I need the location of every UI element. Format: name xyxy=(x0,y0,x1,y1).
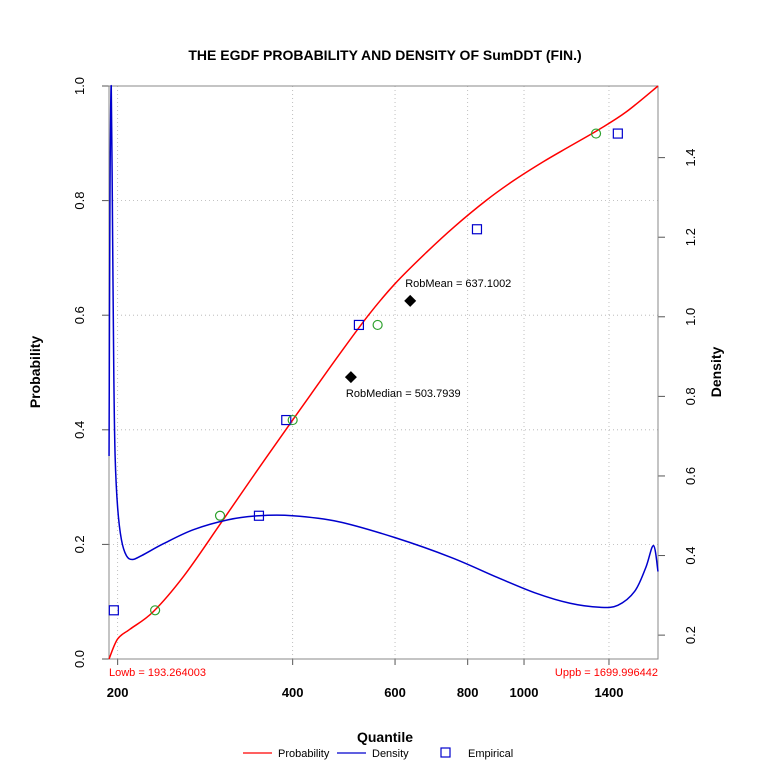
empirical-point xyxy=(108,605,119,616)
x-tick-label-200: 200 xyxy=(107,685,129,700)
fitted-point xyxy=(590,128,602,139)
y2-tick-label-2: 0.6 xyxy=(683,467,698,485)
robmedian-point xyxy=(344,371,357,384)
legend-probability-label: Probability xyxy=(278,748,330,760)
robmean-point xyxy=(404,294,417,307)
empirical-point xyxy=(353,319,365,331)
lower-bound-label: Lowb = 193.264003 xyxy=(109,667,206,679)
x-tick-label-600: 600 xyxy=(384,685,406,700)
fitted-point xyxy=(150,605,161,616)
robmean-label: RobMean = 637.1002 xyxy=(405,278,511,290)
empirical-point xyxy=(612,128,623,139)
y-axis-label: Probability xyxy=(27,336,43,409)
legend: Probability Density Empirical xyxy=(243,747,513,760)
empirical-point xyxy=(253,510,265,521)
y2-tick-label-0: 0.2 xyxy=(683,626,698,644)
robmedian-label: RobMedian = 503.7939 xyxy=(346,388,461,400)
y-tick-label-4: 0.8 xyxy=(72,192,87,210)
x-tick-label-400: 400 xyxy=(282,685,304,700)
series-density-line xyxy=(108,85,659,609)
y2-tick-label-4: 1.0 xyxy=(683,308,698,326)
legend-empirical-swatch xyxy=(440,747,451,758)
x-tick-label-1000: 1000 xyxy=(510,685,539,700)
y-axis-right: 0.2 0.4 0.6 0.8 1.0 1.2 1.4 xyxy=(658,149,698,644)
legend-empirical-label: Empirical xyxy=(468,748,513,760)
upper-bound-label: Uppb = 1699.996442 xyxy=(555,667,658,679)
empirical-point xyxy=(281,414,292,426)
y-tick-label-5: 1.0 xyxy=(72,77,87,95)
x-axis-label: Quantile xyxy=(357,729,413,745)
y-tick-label-3: 0.6 xyxy=(72,306,87,324)
empirical-point xyxy=(471,224,483,235)
y-tick-label-1: 0.2 xyxy=(72,535,87,553)
y2-tick-label-1: 0.4 xyxy=(683,547,698,565)
x-axis: 200 400 600 800 1000 1400 xyxy=(107,659,624,700)
series-probability-line xyxy=(108,85,659,660)
y2-tick-label-3: 0.8 xyxy=(683,387,698,405)
chart-title: THE EGDF PROBABILITY AND DENSITY OF SumD… xyxy=(188,47,581,63)
y2-tick-label-6: 1.4 xyxy=(683,149,698,167)
series-layer xyxy=(108,85,659,660)
y-axis-left: 0.0 0.2 0.4 0.6 0.8 1.0 xyxy=(72,77,109,668)
fitted-point xyxy=(214,510,226,521)
x-tick-label-800: 800 xyxy=(457,685,479,700)
y2-axis-label: Density xyxy=(708,347,724,398)
fitted-point xyxy=(287,414,298,426)
fitted-point xyxy=(372,319,383,331)
x-tick-label-1400: 1400 xyxy=(595,685,624,700)
points-layer: RobMean = 637.1002 RobMedian = 503.7939 xyxy=(108,128,623,616)
y-tick-label-0: 0.0 xyxy=(72,650,87,668)
y-tick-label-2: 0.4 xyxy=(72,421,87,439)
y2-tick-label-5: 1.2 xyxy=(683,228,698,246)
legend-density-label: Density xyxy=(372,748,409,760)
